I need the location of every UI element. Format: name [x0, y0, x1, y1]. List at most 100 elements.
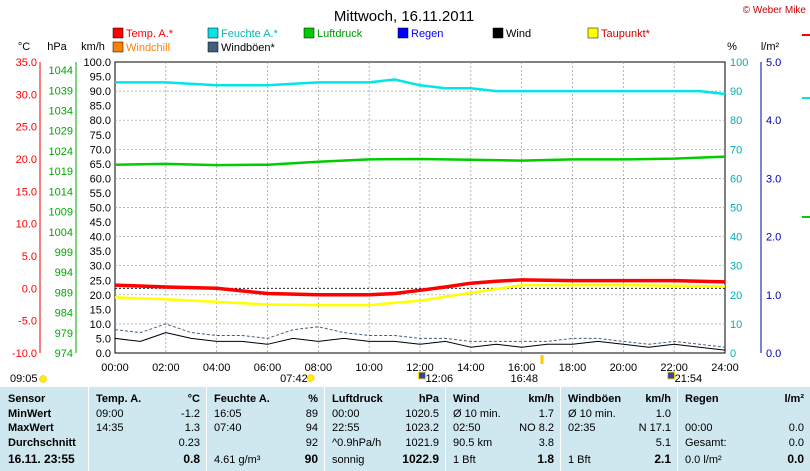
- table-cell: Feuchte A.: [214, 393, 270, 405]
- x-tick-label: 18:00: [559, 362, 587, 374]
- series-line-0: [114, 278, 726, 297]
- table-cell: 0.0: [787, 452, 804, 466]
- sunset-icon: [540, 355, 544, 364]
- sun-icon: [306, 374, 315, 382]
- table-cell: 16.11. 23:55: [8, 452, 75, 466]
- rain-tick-label: 2.0: [766, 232, 781, 244]
- wind-tick-label: 70.0: [90, 144, 111, 156]
- pressure-tick-label: 1039: [49, 85, 73, 97]
- marker-time-label: 09:05: [10, 373, 38, 385]
- series-lines: [114, 78, 726, 351]
- table-cell: Ø 10 min.: [568, 408, 616, 420]
- rain-tick-label: 3.0: [766, 173, 781, 185]
- wind-tick-label: 65.0: [90, 159, 111, 171]
- table-cell: 0.8: [183, 452, 200, 466]
- x-axis-ticks: 00:00 02:00 04:00 06:00 08:00 10:00 12:00 14:00…: [101, 362, 739, 374]
- wind-tick-label: 55.0: [90, 188, 111, 200]
- rain-tick-label: 0.0: [766, 348, 781, 360]
- sunrise-icon: [39, 375, 47, 383]
- pressure-tick-label: 1044: [49, 65, 73, 77]
- wind-axis-label: km/h: [81, 41, 105, 53]
- temp-tick-label: 5.0: [22, 251, 37, 263]
- rain-tick-label: 1.0: [766, 290, 781, 302]
- table-cell: 94: [305, 422, 318, 434]
- table-cell: Regen: [685, 393, 719, 405]
- pressure-tick-label: 1024: [49, 146, 73, 158]
- temp-tick-label: -10.0: [12, 348, 37, 360]
- rain-tick-label: 4.0: [766, 115, 781, 127]
- table-column-divider: [88, 387, 89, 471]
- pressure-tick-label: 1014: [49, 186, 73, 198]
- table-cell: 1.8: [537, 452, 554, 466]
- table-cell: MinWert: [8, 408, 52, 420]
- wind-tick-label: 100.0: [83, 57, 111, 69]
- table-cell: °C: [187, 393, 200, 405]
- series-line-4: [114, 332, 726, 351]
- table-cell: Windböen: [568, 393, 622, 405]
- table-cell: 1 Bft: [453, 454, 476, 466]
- wind-tick-label: 75.0: [90, 130, 111, 142]
- table-cell: Temp. A.: [96, 393, 142, 405]
- table-cell: 16:05: [214, 408, 242, 420]
- pressure-tick-label: 999: [55, 247, 73, 259]
- table-cell: 0.0 l/m²: [685, 454, 722, 466]
- table-cell: 90: [304, 452, 318, 466]
- legend-label: Feuchte A.*: [221, 28, 279, 40]
- table-cell: Wind: [453, 393, 480, 405]
- pressure-tick-label: 1019: [49, 166, 73, 178]
- table-cell: ^0.9hPa/h: [332, 437, 382, 449]
- temp-tick-label: 20.0: [16, 154, 37, 166]
- table-column-divider: [445, 387, 446, 471]
- legend-label: Windchill: [126, 42, 170, 54]
- humidity-tick-label: 10: [730, 319, 742, 331]
- table-cell: 1 Bft: [568, 454, 591, 466]
- x-tick-label: 04:00: [203, 362, 231, 374]
- temp-tick-label: 30.0: [16, 89, 37, 101]
- x-tick-label: 10:00: [355, 362, 383, 374]
- legend-label: Taupunkt*: [601, 28, 651, 40]
- table-cell: 02:35: [568, 422, 596, 434]
- marker-time-label: 07:42: [280, 373, 308, 385]
- rain-tick-label: 5.0: [766, 57, 781, 69]
- pressure-tick-label: 1029: [49, 126, 73, 138]
- x-tick-label: 06:00: [254, 362, 282, 374]
- legend-swatch: [207, 41, 219, 53]
- axis-ticks: 35.0 30.0 25.0 20.0 15.0 10.0 5.0 0.0 -5.0 -10.0 1…: [12, 57, 781, 360]
- table-cell: 00:00: [332, 408, 360, 420]
- marker-time-label: 12:06: [426, 373, 454, 385]
- x-tick-label: 02:00: [152, 362, 180, 374]
- temp-tick-label: 15.0: [16, 186, 37, 198]
- humidity-axis-label: %: [727, 41, 737, 53]
- wind-tick-label: 95.0: [90, 72, 111, 84]
- legend-swatch: [587, 27, 599, 39]
- x-tick-label: 16:00: [508, 362, 536, 374]
- temp-tick-label: 10.0: [16, 219, 37, 231]
- table-cell: 00:00: [685, 422, 713, 434]
- wind-tick-label: 50.0: [90, 203, 111, 215]
- wind-tick-label: 40.0: [90, 232, 111, 244]
- table-column-divider: [677, 387, 678, 471]
- humidity-tick-label: 60: [730, 173, 742, 185]
- table-cell: 07:40: [214, 422, 242, 434]
- humidity-tick-label: 90: [730, 86, 742, 98]
- table-cell: Luftdruck: [332, 393, 383, 405]
- legend-swatch: [492, 27, 504, 39]
- table-cell: Durchschnitt: [8, 437, 76, 449]
- wind-tick-label: 0.0: [96, 348, 111, 360]
- x-tick-label: 08:00: [305, 362, 333, 374]
- x-tick-label: 14:00: [457, 362, 485, 374]
- pressure-tick-label: 989: [55, 287, 73, 299]
- table-cell: km/h: [645, 393, 671, 405]
- wind-tick-label: 20.0: [90, 290, 111, 302]
- moon-icon: [418, 371, 427, 380]
- table-cell: l/m²: [784, 393, 804, 405]
- table-cell: 1023.2: [405, 422, 439, 434]
- table-cell: MaxWert: [8, 422, 54, 434]
- table-cell: Gesamt:: [685, 437, 727, 449]
- temp-tick-label: 25.0: [16, 122, 37, 134]
- table-cell: 14:35: [96, 422, 124, 434]
- table-cell: 3.8: [538, 437, 554, 449]
- pressure-tick-label: 974: [55, 348, 73, 360]
- wind-tick-label: 25.0: [90, 275, 111, 287]
- pressure-tick-label: 984: [55, 308, 73, 320]
